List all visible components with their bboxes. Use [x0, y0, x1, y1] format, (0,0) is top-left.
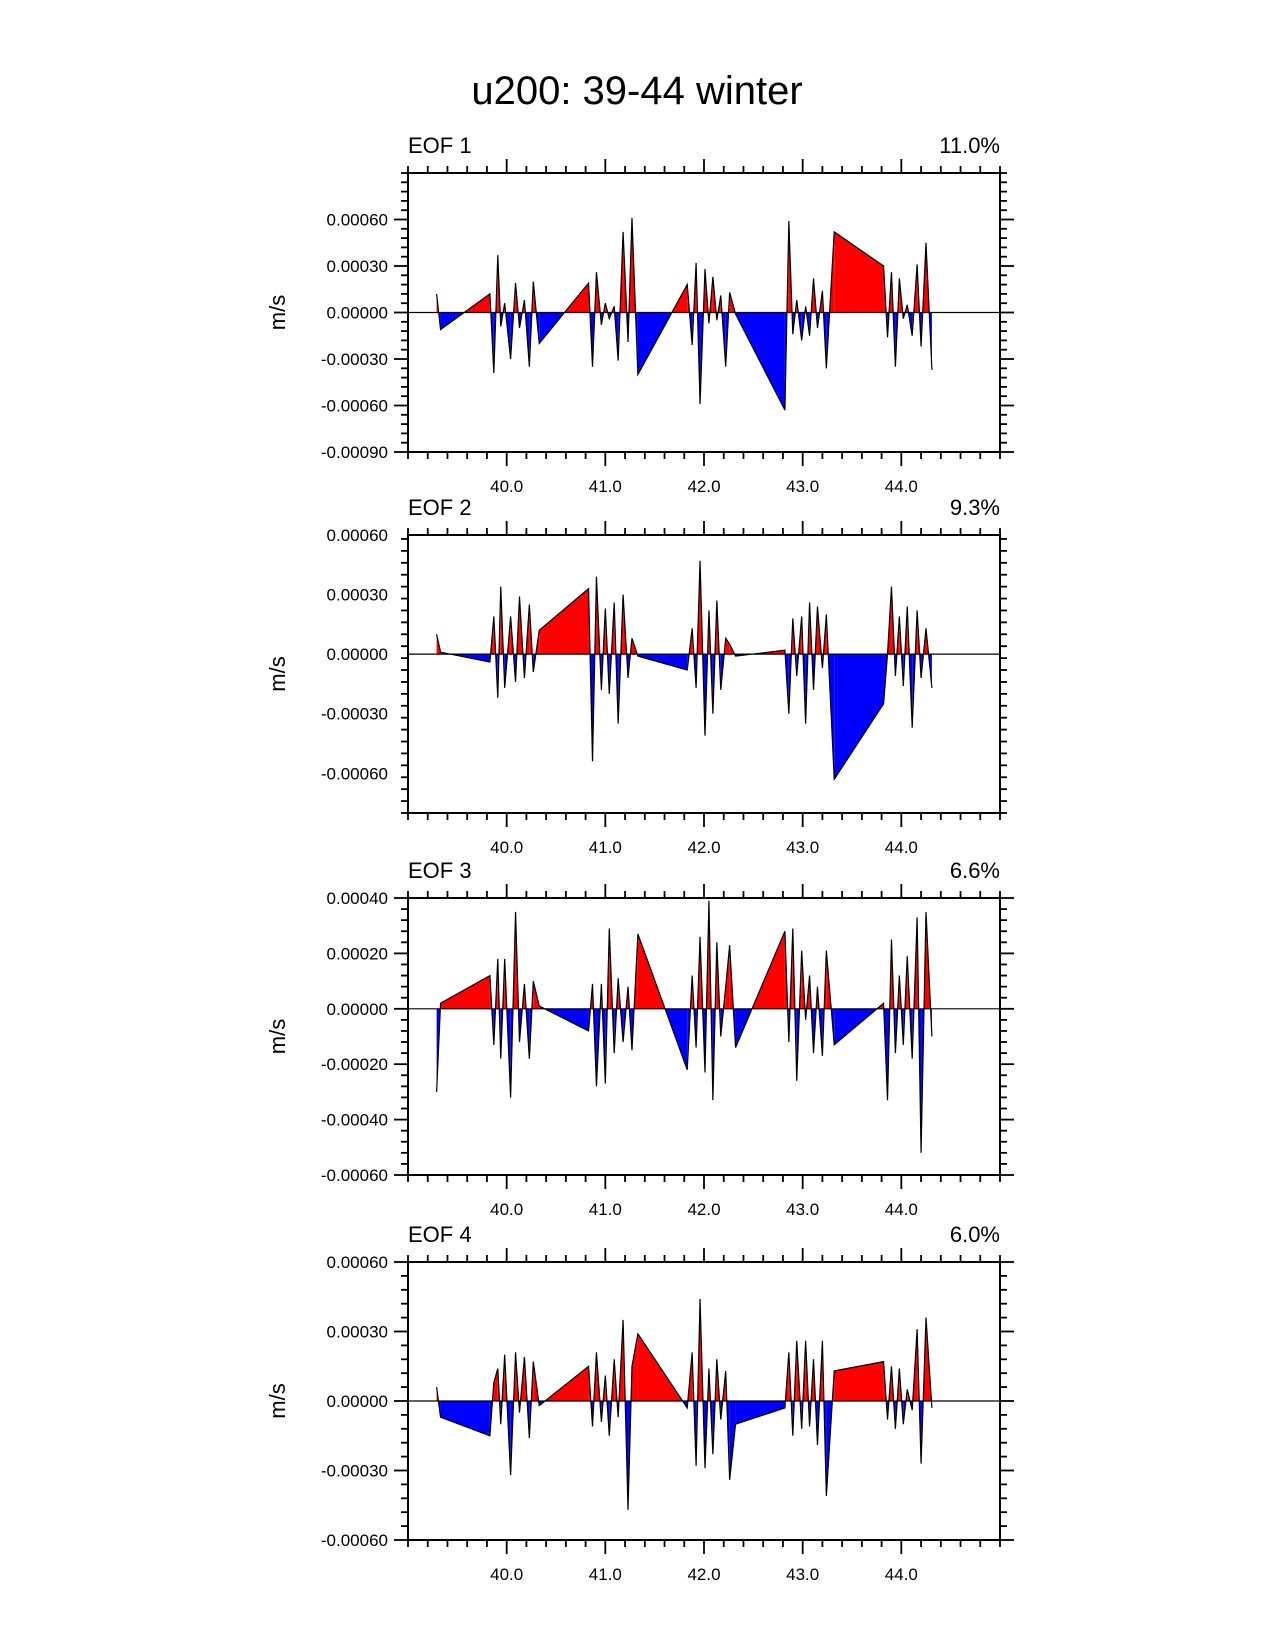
- eof-panel-3: -0.00060 -0.00040 -0.00020 0.00000 0.00020 0.…: [265, 858, 1014, 1219]
- eof-panel-2: -0.00060 -0.00030 0.00000 0.00030 0.00060 40.…: [265, 495, 1007, 857]
- y-tick-label: 0.00060: [327, 211, 388, 230]
- y-tick-label: -0.00060: [321, 1531, 388, 1550]
- eof-panel-4: -0.00060 -0.00030 0.00000 0.00030 0.00060 40.…: [265, 1222, 1014, 1584]
- x-tick-label: 43.0: [786, 1200, 819, 1219]
- y-axis-label: m/s: [265, 1019, 290, 1054]
- panel-title: EOF 2: [408, 495, 472, 520]
- eof-series-line: [436, 560, 933, 782]
- x-tick-label: 41.0: [589, 477, 622, 496]
- y-axis-label: m/s: [265, 1383, 290, 1418]
- x-tick-label: 43.0: [786, 838, 819, 857]
- positive-fill-segment: [440, 975, 490, 1009]
- positive-fill-segment: [834, 231, 884, 313]
- x-tick-label: 43.0: [786, 477, 819, 496]
- y-tick-label: 0.00000: [327, 1000, 388, 1019]
- y-axis-label: m/s: [265, 656, 290, 691]
- eof-series-line: [436, 900, 933, 1153]
- y-tick-label: -0.00030: [321, 350, 388, 369]
- panel-title: EOF 1: [408, 133, 472, 158]
- x-tick-label: 41.0: [589, 1565, 622, 1584]
- negative-fill-segment: [834, 654, 884, 780]
- panel-title: EOF 4: [408, 1222, 472, 1247]
- eof-panel-1: -0.00090 -0.00060 -0.00030 0.00000 0.00030 0.…: [265, 133, 1014, 496]
- y-tick-label: -0.00040: [321, 1111, 388, 1130]
- y-tick-label: 0.00060: [327, 526, 388, 545]
- x-tick-label: 44.0: [885, 838, 918, 857]
- positive-fill-segment: [631, 1333, 638, 1401]
- y-tick-label: -0.00060: [321, 397, 388, 416]
- eof-series-line: [436, 1299, 933, 1510]
- explained-variance-label: 9.3%: [950, 495, 1000, 520]
- x-tick-label: 40.0: [490, 477, 523, 496]
- y-tick-label: 0.00000: [327, 304, 388, 323]
- y-tick-label: -0.00060: [321, 1166, 388, 1185]
- explained-variance-label: 11.0%: [939, 133, 1000, 158]
- negative-fill-segment: [735, 1401, 785, 1425]
- x-tick-label: 41.0: [589, 1200, 622, 1219]
- y-tick-label: 0.00030: [327, 1323, 388, 1342]
- y-tick-label: -0.00030: [321, 705, 388, 724]
- x-tick-label: 42.0: [687, 477, 720, 496]
- x-tick-label: 40.0: [490, 838, 523, 857]
- positive-fill-segment: [834, 1361, 884, 1401]
- y-tick-label: -0.00090: [321, 443, 388, 462]
- x-tick-label: 42.0: [687, 838, 720, 857]
- positive-fill-segment: [539, 588, 589, 655]
- panel-title: EOF 3: [408, 858, 472, 883]
- y-tick-label: 0.00000: [327, 645, 388, 664]
- y-tick-label: 0.00060: [327, 1253, 388, 1272]
- y-tick-label: 0.00000: [327, 1392, 388, 1411]
- x-tick-label: 42.0: [687, 1200, 720, 1219]
- negative-fill-segment: [735, 1008, 753, 1048]
- positive-fill-segment: [493, 1368, 498, 1401]
- negative-fill-segment: [729, 1401, 736, 1480]
- eof-series-line: [436, 217, 933, 411]
- y-tick-label: -0.00030: [321, 1462, 388, 1481]
- positive-fill-segment: [725, 638, 730, 655]
- negative-fill-segment: [440, 1401, 490, 1436]
- x-tick-label: 42.0: [687, 1565, 720, 1584]
- y-tick-label: -0.00060: [321, 764, 388, 783]
- explained-variance-label: 6.0%: [950, 1222, 1000, 1247]
- x-tick-label: 43.0: [786, 1565, 819, 1584]
- y-tick-label: 0.00020: [327, 944, 388, 963]
- explained-variance-label: 6.6%: [950, 858, 1000, 883]
- y-tick-label: -0.00020: [321, 1055, 388, 1074]
- x-tick-label: 44.0: [885, 1200, 918, 1219]
- panels-container: -0.00090 -0.00060 -0.00030 0.00000 0.00030 0.…: [265, 133, 1014, 1584]
- x-tick-label: 40.0: [490, 1565, 523, 1584]
- x-tick-label: 44.0: [885, 1565, 918, 1584]
- figure-title: u200: 39-44 winter: [471, 69, 802, 113]
- y-axis-label: m/s: [265, 295, 290, 330]
- y-tick-label: 0.00030: [327, 586, 388, 605]
- x-tick-label: 41.0: [589, 838, 622, 857]
- y-tick-label: 0.00030: [327, 257, 388, 276]
- x-tick-label: 40.0: [490, 1200, 523, 1219]
- x-tick-label: 44.0: [885, 477, 918, 496]
- y-tick-label: 0.00040: [327, 889, 388, 908]
